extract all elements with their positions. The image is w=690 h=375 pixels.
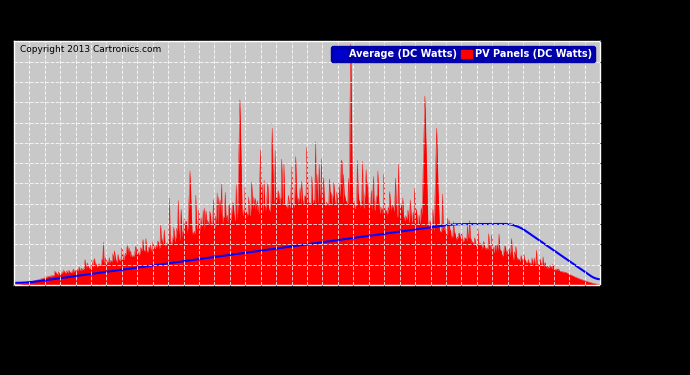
Text: Copyright 2013 Cartronics.com: Copyright 2013 Cartronics.com <box>19 45 161 54</box>
Title: Total PV Panel Power & Running Average Power Mon Nov 4 16:25: Total PV Panel Power & Running Average P… <box>50 26 564 40</box>
Legend: Average (DC Watts), PV Panels (DC Watts): Average (DC Watts), PV Panels (DC Watts) <box>331 46 595 62</box>
